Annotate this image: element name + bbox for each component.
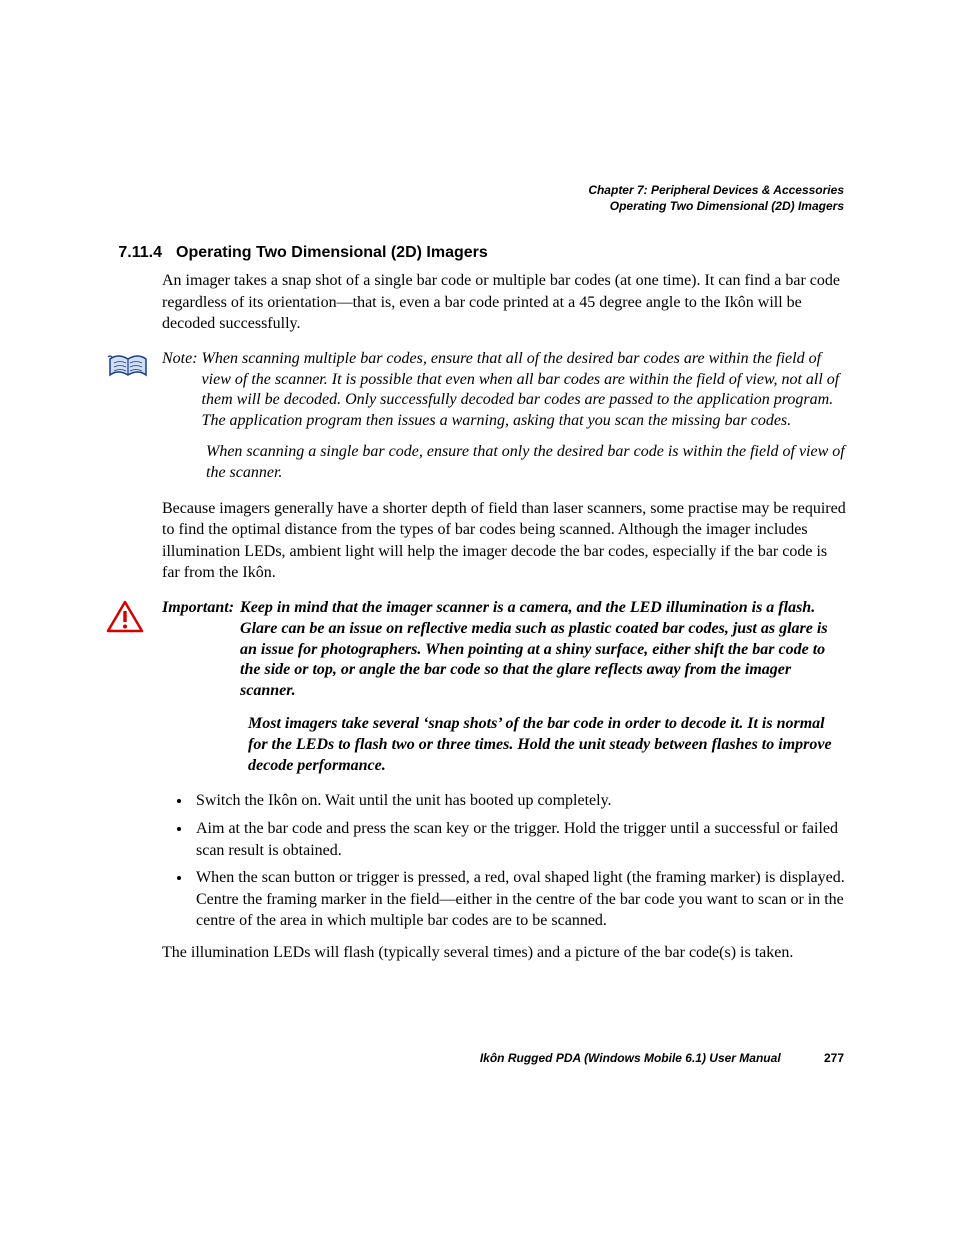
note-text-1: When scanning multiple bar codes, ensure… bbox=[202, 349, 848, 432]
important-body: Important: Keep in mind that the imager … bbox=[162, 598, 848, 776]
running-header: Chapter 7: Peripheral Devices & Accessor… bbox=[588, 182, 844, 214]
page-number: 277 bbox=[784, 1051, 844, 1065]
section-title: Operating Two Dimensional (2D) Imagers bbox=[176, 244, 488, 262]
important-icon-col bbox=[106, 598, 162, 776]
section-line: Operating Two Dimensional (2D) Imagers bbox=[588, 198, 844, 214]
important-text-1: Keep in mind that the imager scanner is … bbox=[240, 598, 848, 702]
note-block: Note: When scanning multiple bar codes, … bbox=[106, 349, 848, 484]
list-item: Switch the Ikôn on. Wait until the unit … bbox=[192, 790, 848, 812]
section-number: 7.11.4 bbox=[106, 244, 176, 262]
intro-paragraph: An imager takes a snap shot of a single … bbox=[162, 270, 848, 335]
list-item: Aim at the bar code and press the scan k… bbox=[192, 818, 848, 861]
steps-list: Switch the Ikôn on. Wait until the unit … bbox=[162, 790, 848, 932]
footer: Ikôn Rugged PDA (Windows Mobile 6.1) Use… bbox=[0, 1051, 844, 1065]
content: 7.11.4 Operating Two Dimensional (2D) Im… bbox=[106, 244, 848, 963]
important-text-2: Most imagers take several ‘snap shots’ o… bbox=[248, 714, 848, 776]
note-body: Note: When scanning multiple bar codes, … bbox=[162, 349, 848, 484]
book-icon bbox=[106, 351, 150, 386]
paragraph-2: Because imagers generally have a shorter… bbox=[162, 498, 848, 584]
note-text-2: When scanning a single bar code, ensure … bbox=[206, 442, 848, 484]
section-heading: 7.11.4 Operating Two Dimensional (2D) Im… bbox=[106, 244, 848, 262]
list-item: When the scan button or trigger is press… bbox=[192, 867, 848, 932]
footer-doc-title: Ikôn Rugged PDA (Windows Mobile 6.1) Use… bbox=[480, 1051, 781, 1065]
paragraph-3: The illumination LEDs will flash (typica… bbox=[162, 942, 848, 964]
important-block: Important: Keep in mind that the imager … bbox=[106, 598, 848, 776]
warning-icon bbox=[106, 600, 144, 639]
note-label: Note: bbox=[162, 349, 202, 432]
note-icon-col bbox=[106, 349, 162, 484]
important-label: Important: bbox=[162, 598, 240, 702]
page: Chapter 7: Peripheral Devices & Accessor… bbox=[0, 0, 954, 963]
chapter-line: Chapter 7: Peripheral Devices & Accessor… bbox=[588, 182, 844, 198]
